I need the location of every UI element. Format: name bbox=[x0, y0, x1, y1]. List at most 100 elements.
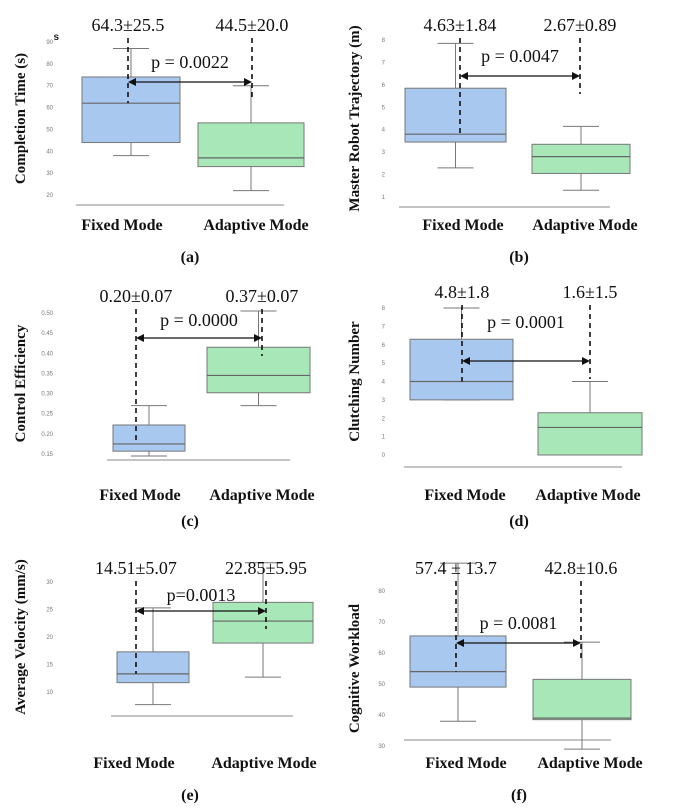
y-tick-label: 4 bbox=[382, 380, 386, 386]
y-tick-label: 0.35 bbox=[41, 371, 53, 377]
p-value-label: p = 0.0022 bbox=[151, 52, 229, 72]
mean-sd-annotation: 4.8±1.8 bbox=[435, 282, 490, 302]
arrow-head-left bbox=[128, 78, 136, 86]
mean-sd-annotation: 22.85±5.95 bbox=[225, 558, 307, 578]
category-label: Fixed Mode bbox=[424, 487, 505, 504]
y-tick-label: 2 bbox=[382, 416, 386, 422]
y-tick-label: 0.20 bbox=[41, 432, 53, 438]
y-tick-label: 7 bbox=[382, 60, 386, 66]
p-value-label: p = 0.0047 bbox=[481, 46, 559, 66]
y-tick-label: 5 bbox=[382, 361, 386, 367]
category-label: Adaptive Mode bbox=[203, 217, 308, 234]
arrow-head-left bbox=[456, 639, 464, 647]
mean-sd-annotation: 1.6±1.5 bbox=[563, 282, 618, 302]
y-tick-label: 60 bbox=[378, 651, 385, 657]
arrow-head-right bbox=[254, 334, 262, 342]
y-axis-label: Average Velocity (mm/s) bbox=[13, 559, 29, 715]
y-tick-label: 0.15 bbox=[41, 452, 53, 458]
y-tick-label: 20 bbox=[46, 635, 53, 641]
p-value-label: p = 0.0000 bbox=[160, 310, 238, 330]
panel-label: (d) bbox=[509, 513, 529, 530]
y-tick-label: 50 bbox=[46, 127, 53, 133]
p-value-label: p = 0.0001 bbox=[487, 312, 565, 332]
y-tick-label: 40 bbox=[46, 149, 53, 155]
mean-sd-annotation: 0.20±0.07 bbox=[100, 286, 173, 306]
mean-sd-annotation: 2.67±0.89 bbox=[544, 15, 617, 35]
mean-sd-annotation: 44.5±20.0 bbox=[216, 15, 289, 35]
y-tick-label: 6 bbox=[382, 343, 386, 349]
y-tick-label: 6 bbox=[382, 83, 386, 89]
y-tick-label: 3 bbox=[382, 398, 386, 404]
category-label: Fixed Mode bbox=[93, 755, 174, 772]
box-adaptive-mode bbox=[532, 678, 632, 721]
y-tick-label: 3 bbox=[382, 150, 386, 156]
y-tick-label: 0.45 bbox=[41, 331, 53, 337]
y-tick-label: 0 bbox=[382, 453, 386, 459]
category-label: Fixed Mode bbox=[81, 217, 162, 234]
y-tick-label: 70 bbox=[46, 84, 53, 90]
category-label: Fixed Mode bbox=[425, 755, 506, 772]
y-axis-label: Master Robot Trajectory (m) bbox=[347, 25, 363, 211]
y-tick-label: 4 bbox=[382, 128, 386, 134]
y-tick-label: 0.40 bbox=[41, 351, 53, 357]
box-adaptive-mode bbox=[531, 143, 631, 174]
y-axis-label: Cognitive Workload bbox=[347, 603, 363, 733]
arrow-head-right bbox=[244, 78, 252, 86]
arrow-head-left bbox=[136, 607, 144, 615]
arrow-head-left bbox=[462, 357, 470, 365]
y-tick-label: 0.25 bbox=[41, 412, 53, 418]
y-tick-label: 40 bbox=[378, 713, 385, 719]
unit-mark: s bbox=[53, 32, 59, 43]
y-tick-label: 30 bbox=[378, 744, 385, 750]
mean-sd-annotation: 64.3±25.5 bbox=[92, 15, 165, 35]
mean-sd-annotation: 14.51±5.07 bbox=[95, 558, 177, 578]
p-value-label: p = 0.0081 bbox=[480, 613, 558, 633]
category-label: Adaptive Mode bbox=[211, 755, 316, 772]
arrow-head-right bbox=[573, 639, 581, 647]
y-tick-label: 20 bbox=[46, 193, 53, 199]
y-tick-label: 1 bbox=[382, 195, 386, 201]
box-fixed-mode bbox=[404, 87, 507, 143]
y-tick-label: 25 bbox=[46, 608, 53, 614]
mean-sd-annotation: 57.4 ± 13.7 bbox=[415, 558, 497, 578]
y-tick-label: 80 bbox=[46, 62, 53, 68]
y-tick-label: 8 bbox=[382, 306, 386, 312]
category-label: Adaptive Mode bbox=[535, 487, 640, 504]
panel-label: (e) bbox=[181, 787, 199, 804]
y-tick-label: 50 bbox=[378, 682, 385, 688]
box-adaptive-mode bbox=[212, 601, 314, 644]
box-adaptive-mode bbox=[537, 412, 643, 456]
panel-label: (f) bbox=[511, 787, 527, 804]
y-axis-label: Completion Time (s) bbox=[13, 53, 29, 184]
y-tick-label: 8 bbox=[382, 38, 386, 44]
y-tick-label: 80 bbox=[378, 589, 385, 595]
y-tick-label: 70 bbox=[378, 620, 385, 626]
mean-sd-annotation: 42.8±10.6 bbox=[545, 558, 618, 578]
y-tick-label: 10 bbox=[46, 690, 53, 696]
arrow-head-left bbox=[460, 72, 468, 80]
y-tick-label: 30 bbox=[46, 171, 53, 177]
y-tick-label: 5 bbox=[382, 105, 386, 111]
y-tick-label: 60 bbox=[46, 106, 53, 112]
panel-label: (b) bbox=[509, 249, 529, 266]
category-label: Fixed Mode bbox=[99, 487, 180, 504]
y-tick-label: 1 bbox=[382, 435, 386, 441]
box-adaptive-mode bbox=[206, 346, 311, 394]
category-label: Adaptive Mode bbox=[209, 487, 314, 504]
arrow-head-right bbox=[572, 72, 580, 80]
arrow-head-right bbox=[582, 357, 590, 365]
box-fixed-mode bbox=[409, 635, 507, 688]
box-fixed-mode bbox=[112, 424, 186, 452]
y-tick-label: 90 bbox=[46, 40, 53, 46]
y-tick-label: 0.50 bbox=[41, 311, 53, 317]
mean-sd-annotation: 4.63±1.84 bbox=[424, 15, 497, 35]
y-tick-label: 15 bbox=[46, 663, 53, 669]
y-tick-label: 0.30 bbox=[41, 392, 53, 398]
panel-label: (c) bbox=[181, 513, 199, 530]
category-label: Adaptive Mode bbox=[537, 755, 642, 772]
arrow-head-left bbox=[136, 334, 144, 342]
category-label: Adaptive Mode bbox=[532, 217, 637, 234]
box-fixed-mode bbox=[81, 76, 181, 144]
panel-label: (a) bbox=[181, 249, 200, 266]
